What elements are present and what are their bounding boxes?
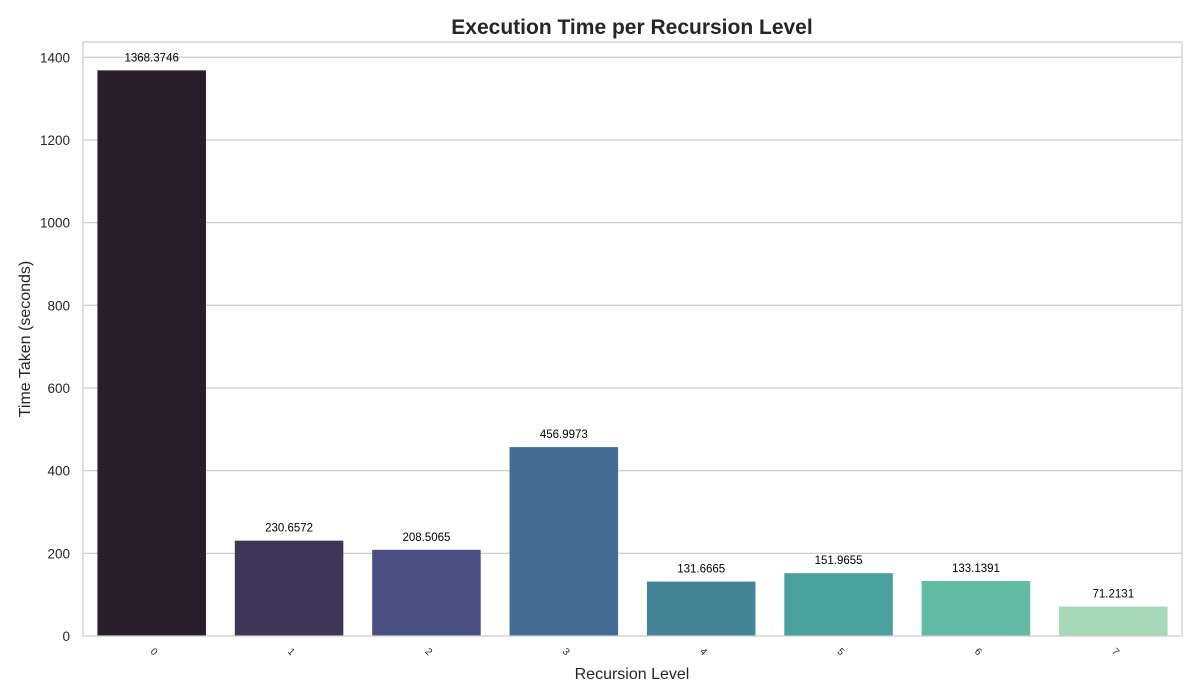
y-tick-label: 400 — [47, 464, 70, 479]
data-labels: 1368.3746 230.6572 208.5065 456.9973 131.666… — [125, 52, 1135, 600]
bar — [509, 447, 619, 636]
bar — [372, 549, 481, 636]
bar — [921, 580, 1031, 636]
bar — [646, 581, 756, 636]
y-tick-label: 1000 — [40, 216, 70, 231]
data-label: 71.2131 — [1093, 589, 1135, 601]
bar — [97, 70, 206, 637]
y-tick-labels: 0 200 400 600 800 1000 1200 1400 — [40, 50, 70, 644]
y-tick-label: 1400 — [40, 50, 70, 65]
bar — [784, 573, 893, 636]
y-tick-label: 800 — [47, 298, 70, 313]
bar — [1059, 606, 1168, 636]
y-tick-label: 0 — [62, 629, 70, 644]
bars — [97, 70, 1168, 637]
data-label: 230.6572 — [265, 523, 313, 535]
data-label: 1368.3746 — [125, 52, 179, 64]
data-label: 133.1391 — [952, 563, 1000, 575]
y-axis-label: Time Taken (seconds) — [17, 261, 34, 418]
y-tick-label: 200 — [47, 546, 70, 561]
y-tick-label: 600 — [47, 381, 70, 396]
data-label: 208.5065 — [402, 532, 450, 544]
plot-frame — [82, 41, 1183, 637]
y-tick-label: 1200 — [40, 133, 70, 148]
chart-title: Execution Time per Recursion Level — [451, 16, 812, 39]
data-label: 151.9655 — [815, 555, 863, 567]
x-axis-label: Recursion Level — [575, 666, 690, 683]
bar — [234, 540, 344, 636]
data-label: 456.9973 — [540, 429, 588, 441]
data-label: 131.6665 — [677, 564, 725, 576]
